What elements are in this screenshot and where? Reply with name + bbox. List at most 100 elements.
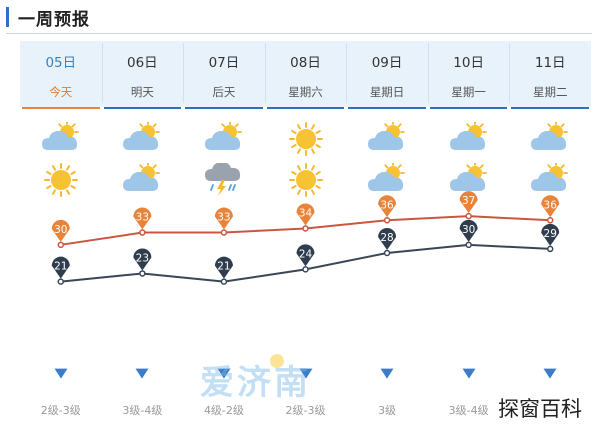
title-accent-bar <box>6 7 9 27</box>
tab-date: 05日 <box>45 55 77 71</box>
section-header: 一周预报 <box>0 0 600 38</box>
partly-cloudy-icon <box>204 120 244 156</box>
high-temp-point <box>383 217 391 224</box>
high-temp-label: 36 <box>544 199 558 211</box>
tab-underline <box>185 107 263 109</box>
high-temp-point <box>220 229 228 236</box>
tab-date: 07日 <box>208 55 240 71</box>
low-temp-label: 21 <box>217 261 230 273</box>
high-temp-point <box>139 229 146 236</box>
wind-level-label: 3级-4级 <box>122 404 163 417</box>
tab-day-5[interactable]: 09日星期日 <box>346 41 428 109</box>
tab-separator <box>101 43 103 103</box>
partly-cloudy-icon <box>367 161 407 197</box>
high-temp-marker <box>459 191 478 214</box>
wind-direction-icon: ▼ <box>462 366 476 381</box>
low-temp-marker <box>378 228 397 250</box>
tab-weekday: 星期一 <box>451 85 486 99</box>
tab-separator <box>183 43 185 103</box>
high-temp-marker <box>214 207 233 230</box>
page-title: 一周预报 <box>18 10 90 30</box>
partly-cloudy-icon <box>41 120 81 156</box>
low-temp-label: 29 <box>544 228 557 240</box>
high-temp-marker <box>51 219 70 242</box>
wind-direction-icon: ▼ <box>380 366 394 381</box>
high-temp-marker <box>133 207 152 230</box>
tab-weekday: 后天 <box>212 85 236 99</box>
sun-icon <box>41 163 81 197</box>
tab-weekday: 星期日 <box>369 85 405 99</box>
low-temp-marker <box>133 248 152 271</box>
low-temp-point <box>383 249 391 257</box>
high-temp-marker <box>541 195 560 218</box>
tab-date: 08日 <box>290 55 321 71</box>
tab-day-4[interactable]: 08日星期六 <box>265 41 347 109</box>
tab-date: 11日 <box>534 55 566 71</box>
tab-underline <box>266 107 345 109</box>
high-temp-label: 34 <box>299 207 313 219</box>
high-temp-marker <box>296 203 315 226</box>
high-temp-label: 30 <box>54 224 67 236</box>
tab-weekday: 明天 <box>130 85 154 99</box>
wind-level-label: 2级-3级 <box>40 404 81 417</box>
tab-day-1[interactable]: 05日今天 <box>20 41 102 109</box>
tab-separator <box>264 43 266 103</box>
tab-date: 10日 <box>453 55 484 71</box>
low-temp-point <box>57 278 65 285</box>
wind-level-label: 3级 <box>378 404 397 417</box>
high-temp-point <box>465 212 472 220</box>
low-temp-label: 24 <box>299 248 313 260</box>
corner-tag: 探窗百科 <box>494 393 586 423</box>
partly-cloudy-icon <box>449 161 489 197</box>
tab-underline <box>429 107 508 109</box>
low-temp-marker <box>214 256 233 279</box>
high-temp-label: 33 <box>217 212 230 224</box>
low-temp-marker <box>459 219 478 242</box>
high-temp-marker <box>378 195 397 218</box>
tab-underline <box>103 107 182 109</box>
high-temp-label: 36 <box>380 199 394 211</box>
low-temp-point <box>220 278 228 285</box>
wind-direction-icon: ▼ <box>217 366 231 381</box>
partly-cloudy-icon <box>530 120 570 156</box>
partly-cloudy-icon <box>122 161 162 197</box>
wind-direction-icon: ▼ <box>54 366 68 381</box>
tab-separator <box>427 43 429 103</box>
low-temp-label: 30 <box>462 224 475 236</box>
high-temp-point <box>57 241 65 249</box>
wind-level-label: 4级-2级 <box>203 404 244 417</box>
low-temp-point <box>302 266 309 273</box>
high-temp-label: 37 <box>462 195 475 207</box>
watermark-text: 爱济南 <box>200 363 311 403</box>
high-temp-point <box>546 217 554 224</box>
tab-separator <box>509 43 511 103</box>
wind-level-label: 3级-4级 <box>448 404 489 417</box>
tab-date: 06日 <box>127 55 158 71</box>
tab-underline <box>348 107 426 109</box>
partly-cloudy-icon <box>367 120 407 156</box>
watermark-heart <box>270 354 284 368</box>
low-temp-point <box>546 245 554 253</box>
wind-direction-icon: ▼ <box>543 366 557 381</box>
sun-icon <box>286 163 326 197</box>
tab-weekday: 星期六 <box>288 85 323 99</box>
tab-day-7[interactable]: 11日星期二 <box>509 41 591 109</box>
partly-cloudy-icon <box>530 161 570 197</box>
sun-icon <box>286 122 326 156</box>
tab-day-3[interactable]: 07日后天 <box>183 41 265 109</box>
tab-separator <box>346 43 348 103</box>
high-temp-point <box>302 225 309 232</box>
tab-weekday: 今天 <box>49 85 73 99</box>
day-tabs: 05日 今天 06日 明天 07日 后天 08日 星期六 09日 星期日 10日 星期一 11日 星期二 <box>20 41 591 109</box>
tab-day-6[interactable]: 10日星期一 <box>428 41 510 109</box>
tab-date: 09日 <box>371 55 403 71</box>
tab-underline <box>511 107 589 109</box>
partly-cloudy-icon <box>449 120 489 156</box>
low-temp-point <box>465 241 472 249</box>
tab-weekday: 星期二 <box>532 85 568 99</box>
tab-day-2[interactable]: 06日明天 <box>102 41 184 109</box>
low-temp-label: 21 <box>54 261 67 273</box>
low-temp-label: 28 <box>380 232 393 244</box>
thunderstorm-icon <box>204 162 244 197</box>
